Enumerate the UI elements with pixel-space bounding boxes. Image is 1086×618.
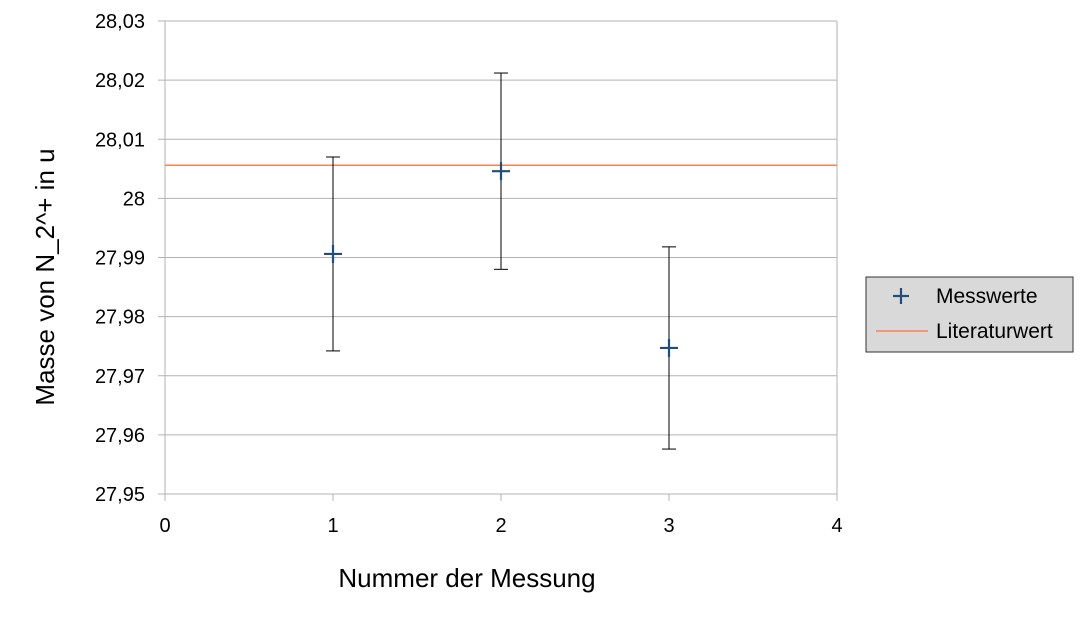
x-tick-label: 0	[159, 515, 170, 537]
legend-plus-icon	[893, 288, 909, 304]
x-axis-title: Nummer der Messung	[338, 563, 595, 593]
y-tick-label: 27,95	[95, 484, 145, 506]
y-tick-label: 27,96	[95, 425, 145, 447]
data-point	[492, 162, 510, 181]
y-tick-label: 28,02	[95, 70, 145, 92]
legend: Messwerte Literaturwert	[865, 276, 1074, 353]
data-point	[324, 244, 342, 263]
y-tick-label: 28	[123, 188, 145, 210]
legend-label-messwerte: Messwerte	[936, 285, 1038, 308]
error-bars	[326, 72, 676, 450]
y-tick-labels: 27,95 27,96 27,97 27,98 27,99 28 28,01 28,02 28,…	[95, 11, 145, 506]
legend-label-literaturwert: Literaturwert	[936, 320, 1053, 343]
x-tick-labels: 0 1 2 3 4	[159, 515, 842, 537]
y-tick-label: 28,01	[95, 129, 145, 151]
y-tick-label: 28,03	[95, 11, 145, 33]
data-point	[660, 338, 678, 357]
x-tick-label: 3	[663, 515, 674, 537]
axes	[158, 20, 838, 501]
y-tick-label: 27,98	[95, 307, 145, 329]
data-points	[324, 162, 678, 357]
legend-marker-messwerte	[893, 288, 909, 304]
x-tick-label: 2	[495, 515, 506, 537]
y-tick-label: 27,99	[95, 248, 145, 270]
y-tick-label: 27,97	[95, 366, 145, 388]
x-tick-label: 4	[831, 515, 842, 537]
x-tick-label: 1	[327, 515, 338, 537]
y-axis-title: Masse von N_2^+ in u	[30, 148, 60, 405]
